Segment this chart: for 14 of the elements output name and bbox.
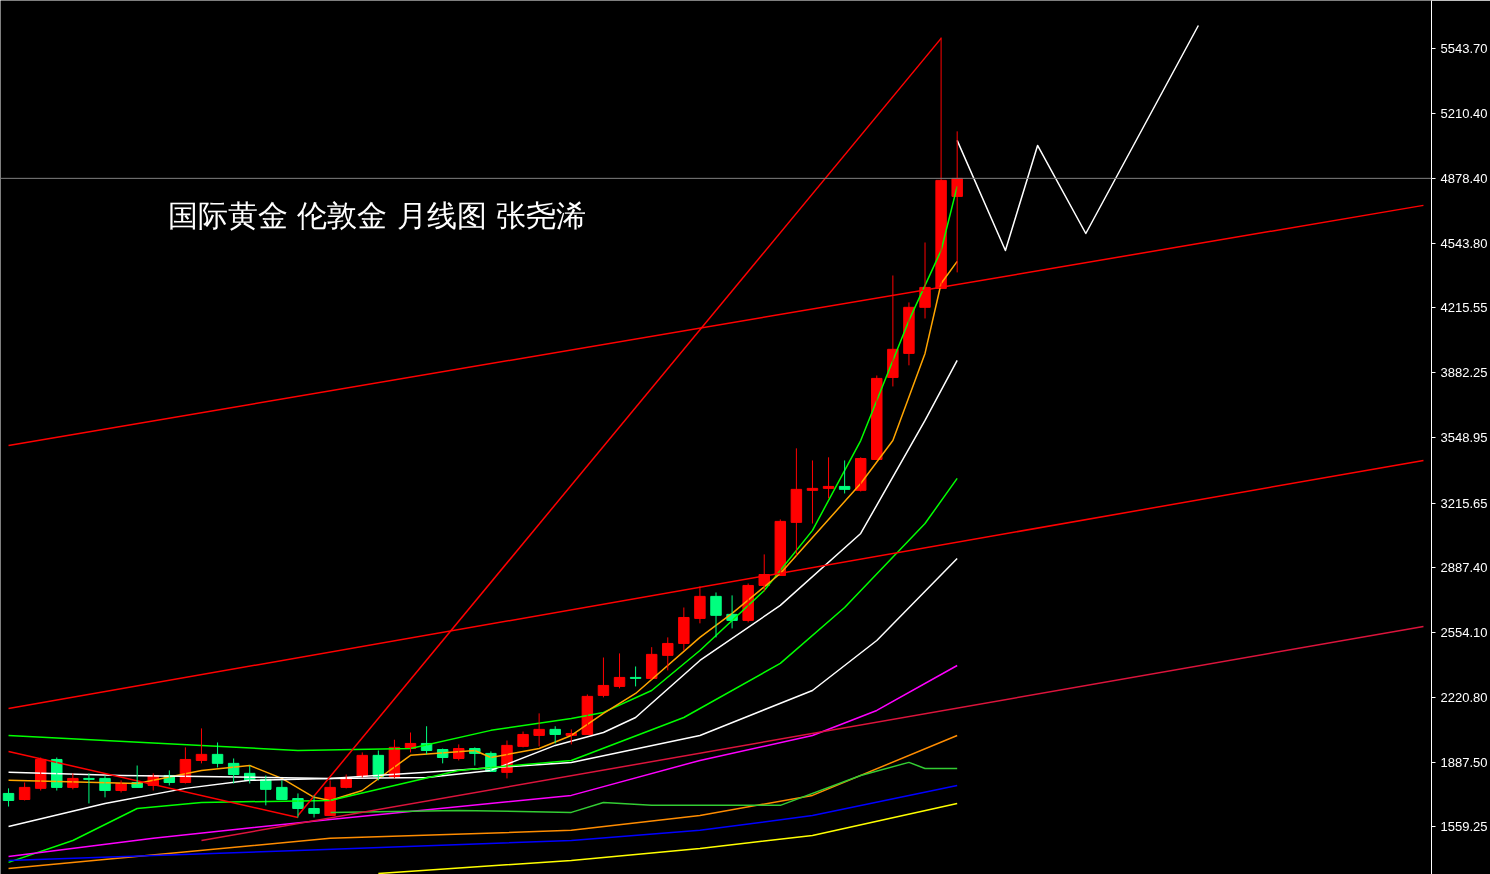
y-tick-label: 1559.25	[1440, 819, 1488, 835]
y-tick-label: 5210.40	[1440, 106, 1488, 121]
y-tick-label: 2554.10	[1440, 624, 1488, 640]
y-tick-label: 4215.55	[1440, 300, 1488, 316]
y-tick-label: 2887.40	[1440, 559, 1488, 575]
y-tick-label: 4543.80	[1440, 236, 1488, 252]
y-tick-label: 2220.80	[1440, 689, 1488, 705]
y-tick-label: 1887.50	[1440, 754, 1488, 770]
y-tick-label: 4878.40	[1440, 170, 1488, 186]
y-tick-label: 3215.65	[1440, 495, 1488, 511]
text: 国际黄金 伦敦金 月线图 张尧浠	[167, 198, 587, 233]
y-tick-label: 5543.70	[1440, 40, 1488, 56]
y-tick-label: 3548.95	[1440, 430, 1488, 446]
y-tick-label: 3882.25	[1440, 365, 1488, 381]
